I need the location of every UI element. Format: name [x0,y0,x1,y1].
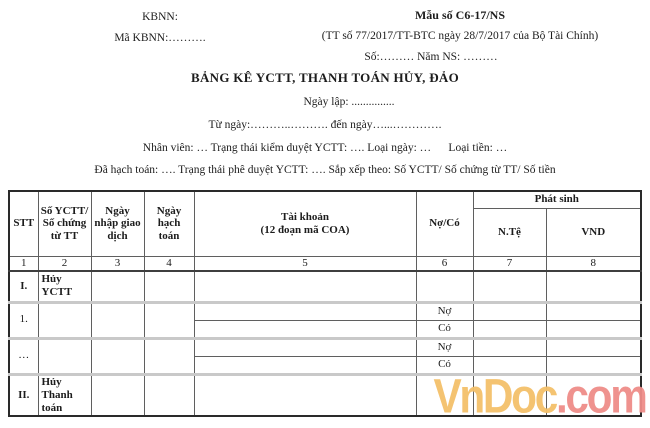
col-number: 8 [545,255,642,272]
section-number: II. [8,372,39,417]
empty-cell [545,270,642,303]
col-header-nte: N.Tệ [472,207,547,257]
col-header-vnd: VND [545,207,642,257]
empty-cell [143,270,195,303]
col-header-so-yctt: Số YCTT/ Số chứng từ TT [37,190,92,257]
empty-cell [415,270,474,303]
section-number: I. [8,270,39,303]
empty-cell [193,372,417,417]
form-number: Mẫu số C6-17/NS [414,8,505,22]
filter-line-2: Đã hạch toán: …. Trạng thái phê duyệt YC… [94,164,556,176]
entry-row-1-debit: 1. Nợ [8,300,642,339]
col-header-ngay-hach-toan: Ngày hạch toán [143,190,195,257]
empty-cell [143,300,195,339]
account-cell [193,355,417,375]
form-info-block: Mẫu số C6-17/NS (TT số 77/2017/TT-BTC ng… [278,5,642,68]
page-title: BẢNG KÊ YCTT, THANH TOÁN HỦY, ĐẢO [190,70,460,85]
col-number: 2 [37,255,92,272]
data-table: STT Số YCTT/ Số chứng từ TT Ngày nhập gi… [8,190,643,418]
column-number-row: 1 2 3 4 5 6 7 8 [8,255,642,272]
kbnn-block: KBNN: Mã KBNN:………. [92,7,228,49]
entry-number: … [8,336,39,375]
empty-cell [90,336,145,375]
empty-cell [90,300,145,339]
tai-khoan-line2: (12 đoạn mã COA) [260,223,350,236]
empty-cell [37,300,92,339]
ma-kbnn-label: Mã KBNN:………. [114,32,206,44]
col-header-no-co: Nợ/Có [415,190,474,257]
debit-label: Nợ [415,300,474,321]
watermark-com: .com [556,368,648,423]
tu-ngay-line: Từ ngày:………..………. đến ngày…...…………. [208,119,442,131]
entry-row-ellipsis-debit: … Nợ [8,336,642,375]
watermark: VnDoc.com [433,368,648,423]
circular-reference: (TT số 77/2017/TT-BTC ngày 28/7/2017 của… [321,30,599,42]
debit-label: Nợ [415,336,474,357]
col-header-tai-khoan: Tài khoản (12 đoạn mã COA) [193,190,417,257]
col-number: 5 [193,255,417,272]
watermark-vndoc: VnDoc [433,368,559,423]
section-label: Hủy Thanh toán [37,372,92,417]
ngay-lap-line: Ngày lập: ............... [303,96,395,108]
section-row-huy-yctt: I. Hủy YCTT [8,270,642,303]
amount-cell [545,336,642,357]
col-number: 1 [8,255,39,272]
account-cell [193,319,417,339]
empty-cell [472,372,547,417]
empty-cell [143,372,195,417]
tai-khoan-line1: Tài khoản [281,211,329,223]
amount-cell [545,300,642,321]
col-header-phat-sinh: Phát sinh [472,190,642,209]
empty-cell [143,336,195,375]
section-row-huy-thanh-toan: II. Hủy Thanh toán [8,372,642,417]
empty-cell [90,270,145,303]
col-header-stt: STT [8,190,39,257]
account-cell [193,300,417,321]
col-header-ngay-nhap: Ngày nhập giao dịch [90,190,145,257]
empty-cell [37,336,92,375]
account-cell [193,336,417,357]
empty-cell [193,270,417,303]
amount-cell [545,319,642,339]
filter-line-1: Nhân viên: … Trạng thái kiểm duyệt YCTT:… [142,142,508,154]
col-number: 4 [143,255,195,272]
col-number: 7 [472,255,547,272]
col-number: 6 [415,255,474,272]
amount-cell [472,336,547,357]
amount-cell [472,300,547,321]
entry-number: 1. [8,300,39,339]
credit-label: Có [415,319,474,339]
empty-cell [472,270,547,303]
kbnn-label: KBNN: [142,11,178,23]
empty-cell [415,372,474,417]
section-label: Hủy YCTT [37,270,92,303]
empty-cell [545,372,642,417]
so-nam-line: Số:……… Năm NS: ……… [364,51,498,63]
col-number: 3 [90,255,145,272]
amount-cell [472,319,547,339]
empty-cell [90,372,145,417]
